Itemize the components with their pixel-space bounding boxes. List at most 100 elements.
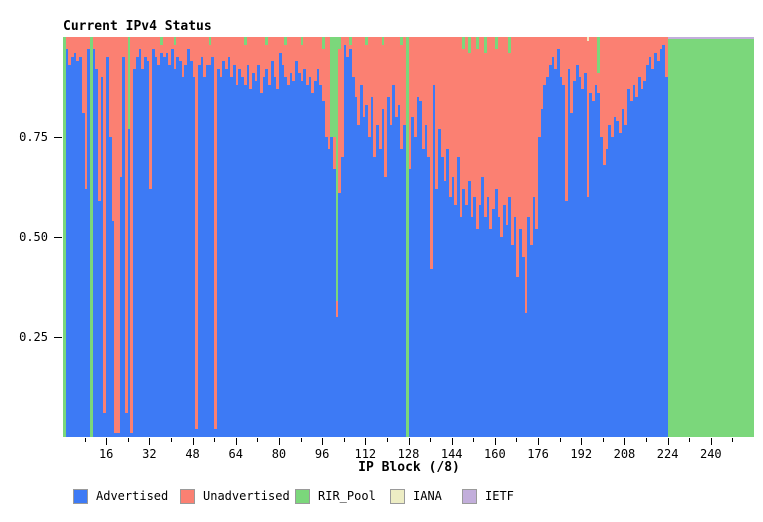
rir-pool-segment (265, 37, 269, 45)
bar-block-8 (84, 37, 88, 437)
unadvertised-segment (519, 37, 523, 229)
advertised-segment (354, 97, 358, 437)
bar-block-30 (143, 37, 148, 437)
advertised-segment (619, 133, 623, 437)
rir-pool-segment (708, 39, 712, 437)
rir-pool-segment (208, 37, 212, 45)
advertised-segment (546, 77, 550, 437)
bar-block-56 (214, 37, 218, 437)
unadvertised-segment (200, 37, 204, 57)
unadvertised-segment (160, 45, 164, 53)
unadvertised-segment (629, 37, 634, 101)
bar-block-38 (165, 37, 169, 437)
unadvertised-segment (222, 37, 226, 61)
rir-pool-segment (349, 37, 353, 45)
advertised-segment (71, 57, 75, 437)
x-tick-label: 240 (699, 447, 722, 461)
bar-block-53 (206, 37, 210, 437)
advertised-segment (308, 77, 312, 437)
advertised-segment (73, 53, 77, 437)
x-major-tick (365, 438, 367, 445)
advertised-segment (98, 201, 102, 437)
bar-block-194 (586, 37, 590, 437)
rir-pool-segment (160, 37, 164, 45)
bar-block-32 (149, 37, 153, 437)
bar-block-50 (197, 37, 202, 437)
bar-block-78 (273, 37, 277, 437)
unadvertised-segment (502, 37, 507, 205)
advertised-segment (160, 53, 164, 437)
advertised-segment (235, 85, 239, 437)
unadvertised-segment (268, 37, 272, 85)
advertised-segment (165, 53, 169, 437)
rir-pool-segment (89, 37, 94, 437)
advertised-segment (179, 61, 183, 437)
legend-item-advertised: Advertised (73, 488, 168, 504)
advertised-segment (500, 237, 504, 437)
unadvertised-segment (481, 37, 485, 177)
bar-block-155 (481, 37, 485, 437)
unadvertised-segment (511, 37, 515, 245)
unadvertised-segment (314, 37, 318, 81)
unadvertised-segment (619, 37, 623, 133)
unadvertised-segment (489, 37, 493, 229)
bar-block-157 (486, 37, 490, 437)
advertised-segment (548, 65, 553, 437)
rir-pool-segment (683, 39, 687, 437)
bar-block-77 (270, 37, 275, 437)
bar-block-41 (173, 37, 177, 437)
advertised-segment (600, 137, 604, 437)
bar-block-219 (654, 37, 658, 437)
bar-block-45 (184, 37, 188, 437)
bar-block-112 (365, 37, 369, 437)
advertised-segment (68, 65, 72, 437)
unadvertised-segment (108, 37, 113, 137)
rir-pool-segment (751, 39, 755, 437)
bar-block-214 (640, 37, 644, 437)
advertised-segment (108, 137, 113, 437)
unadvertised-segment (300, 45, 304, 81)
bar-block-48 (192, 37, 196, 437)
bar-block-120 (386, 37, 391, 437)
bar-block-139 (438, 37, 442, 437)
advertised-segment (116, 433, 121, 437)
y-tick-label: 0.50 (19, 230, 48, 244)
y-tick (54, 237, 62, 238)
unadvertised-segment (262, 37, 266, 77)
advertised-segment (562, 85, 566, 437)
advertised-segment (656, 61, 661, 437)
unadvertised-segment (278, 37, 283, 53)
bar-block-241 (713, 37, 717, 437)
bar-block-201 (605, 37, 609, 437)
advertised-segment (214, 429, 218, 437)
unadvertised-segment (230, 37, 234, 77)
unadvertised-segment (443, 37, 447, 181)
iana-segment (586, 37, 590, 41)
bar-block-43 (179, 37, 183, 437)
advertised-segment (511, 245, 515, 437)
unadvertised-segment (478, 37, 482, 205)
advertised-segment (319, 85, 323, 437)
advertised-segment (200, 57, 204, 437)
x-minor-tick (170, 438, 172, 442)
bar-block-83 (287, 37, 291, 437)
advertised-segment (370, 97, 374, 437)
advertised-segment (230, 77, 234, 437)
rir-pool-segment (243, 37, 248, 45)
unadvertised-segment (459, 37, 463, 217)
x-minor-tick (732, 438, 734, 442)
advertised-segment (251, 73, 256, 437)
advertised-segment (135, 57, 140, 437)
advertised-segment (440, 157, 445, 437)
ietf-segment (681, 37, 685, 39)
bar-block-60 (224, 37, 229, 437)
advertised-segment (637, 77, 642, 437)
advertised-segment (181, 77, 185, 437)
bar-block-65 (238, 37, 242, 437)
unadvertised-segment (365, 45, 369, 105)
x-minor-tick (300, 438, 302, 442)
advertised-segment (184, 65, 188, 437)
bar-block-197 (594, 37, 598, 437)
unadvertised-segment (467, 53, 472, 181)
